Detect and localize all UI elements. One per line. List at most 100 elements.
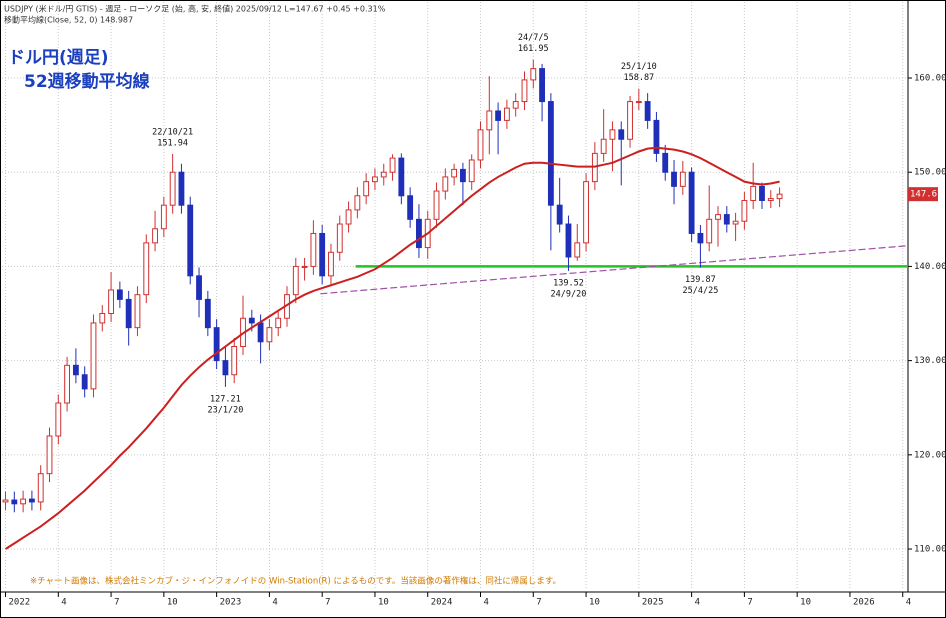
annotation-value: 158.87	[623, 73, 654, 83]
annotation-date: 23/1/20	[208, 405, 244, 415]
candle-body	[583, 181, 589, 244]
candle-body	[28, 498, 35, 503]
candle-body	[416, 218, 422, 249]
candle-body	[759, 185, 765, 201]
candle-body	[495, 110, 502, 121]
candle-body	[486, 110, 493, 131]
candle-body	[134, 294, 141, 329]
candle-body	[64, 364, 71, 404]
candle-body	[644, 101, 651, 121]
candle-body	[222, 360, 229, 376]
x-tick-label: 7	[114, 598, 119, 608]
x-tick-label: 4	[484, 598, 489, 608]
x-tick-label: 4	[695, 598, 700, 608]
annotation-value: 139.52	[553, 278, 584, 288]
x-tick-label: 10	[378, 598, 389, 608]
candle-body	[37, 473, 44, 503]
chart-subtitle: 52週移動平均線	[24, 71, 150, 92]
x-tick-label: 10	[167, 598, 178, 608]
candle-body	[556, 204, 563, 225]
candle-body	[618, 129, 625, 140]
price-tag	[908, 187, 938, 202]
y-tick-label: 120.00	[914, 450, 946, 460]
candle-body	[275, 317, 282, 329]
candle-body	[11, 499, 18, 505]
candle-body	[2, 499, 9, 503]
candle-body	[72, 364, 79, 376]
footnote: ※チャート画像は、株式会社ミンカブ・ジ・インフォノイドの Win-Station…	[30, 576, 561, 587]
candle-body	[81, 374, 88, 390]
candle-body	[354, 195, 361, 211]
y-tick-label: 140.00	[914, 262, 946, 272]
candle-body	[723, 214, 730, 225]
candle-body	[679, 171, 686, 187]
info-line: 移動平均線(Close, 52, 0) 148.987	[4, 15, 133, 25]
candle-body	[442, 176, 449, 192]
candle-body	[398, 157, 405, 197]
chart-title: ドル円(週足)	[8, 48, 109, 68]
candle-body	[372, 176, 378, 183]
candle-body	[750, 185, 757, 201]
candle-body	[389, 157, 396, 173]
candle-body	[328, 251, 334, 277]
x-tick-label: 2022	[9, 598, 31, 608]
candle-body	[503, 107, 510, 121]
candle-body	[20, 498, 27, 505]
candle-body	[600, 138, 607, 154]
candle-body	[477, 129, 484, 161]
annotation-value: 139.87	[685, 275, 716, 285]
candle-body	[574, 242, 581, 258]
moving-average-line	[4, 146, 780, 550]
candle-body	[231, 345, 238, 376]
candle-body	[706, 218, 713, 244]
candle-body	[363, 181, 370, 197]
candle-body	[468, 159, 475, 183]
candle-body	[512, 101, 519, 109]
candle-body	[257, 322, 264, 343]
candle-body	[776, 193, 783, 200]
x-tick-label: 2024	[431, 598, 453, 608]
candle-body	[433, 190, 440, 220]
y-tick-label: 110.00	[914, 545, 946, 555]
candle-body	[125, 298, 132, 329]
candle-body	[688, 171, 695, 234]
candle-body	[732, 220, 739, 225]
candle-body	[345, 209, 352, 225]
x-tick-label: 10	[800, 598, 811, 608]
candle-body	[459, 168, 466, 183]
candle-body	[565, 223, 572, 258]
candle-body	[635, 101, 642, 104]
candle-body	[108, 289, 114, 315]
candle-body	[301, 265, 308, 268]
annotation-value: 127.21	[210, 394, 241, 404]
candle-body	[697, 232, 704, 244]
candle-body	[116, 289, 123, 300]
candle-body	[248, 317, 255, 324]
candle-body	[178, 171, 185, 206]
x-tick-label: 4	[272, 598, 277, 608]
x-tick-label: 10	[589, 598, 600, 608]
candle-body	[90, 322, 97, 390]
candle-body	[213, 327, 220, 362]
candle-body	[609, 129, 616, 140]
annotation-value: 161.95	[518, 44, 549, 54]
y-tick-label: 130.00	[914, 356, 946, 366]
candle-body	[715, 214, 721, 220]
candle-body	[407, 195, 414, 220]
candle-body	[627, 101, 633, 140]
candle-body	[266, 327, 273, 343]
candle-body	[46, 435, 53, 475]
candle-body	[741, 199, 748, 222]
candle-body	[539, 68, 546, 103]
x-tick-label: 7	[325, 598, 330, 608]
x-tick-label: 7	[747, 598, 752, 608]
price-tag-label: 147.67	[910, 190, 943, 200]
annotation-date: 22/10/21	[152, 127, 193, 137]
candle-body	[521, 79, 528, 103]
candle-body	[530, 68, 537, 81]
candle-body	[187, 204, 194, 277]
x-tick-label: 2026	[853, 598, 875, 608]
info-line: USDJPY (米ドル/円 GTIS) - 週足 - ローソク足 (始, 高, …	[4, 4, 386, 14]
